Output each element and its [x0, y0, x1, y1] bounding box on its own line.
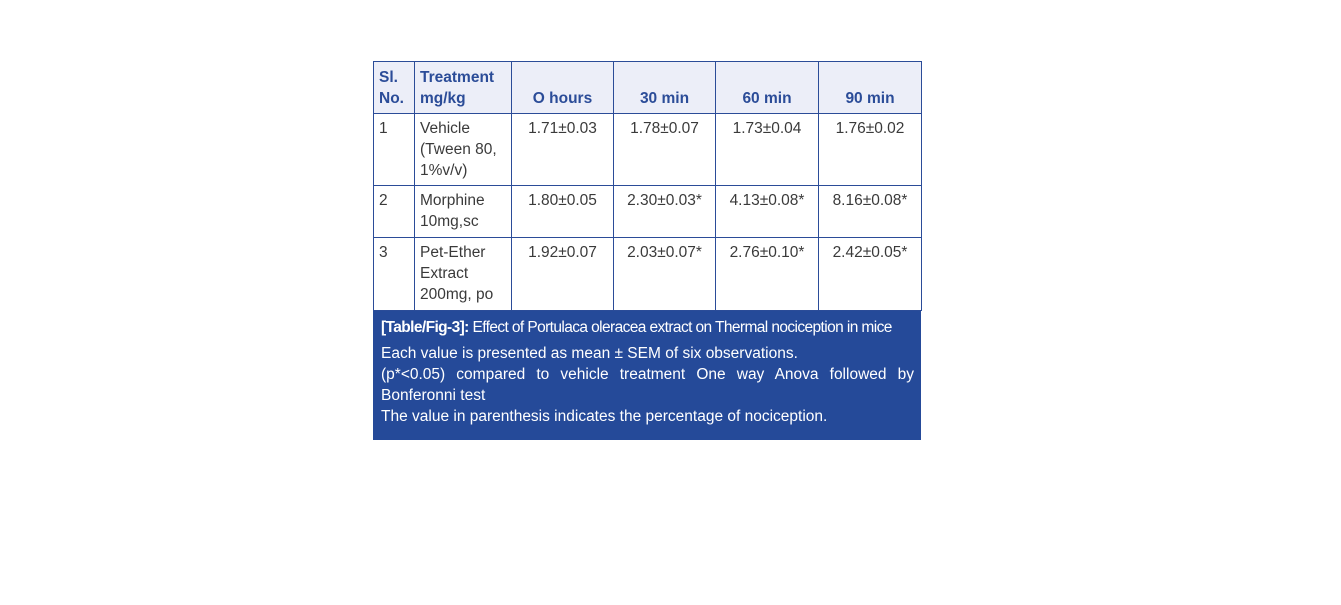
header-0-hours: O hours — [511, 61, 614, 114]
caption-title: [Table/Fig-3]: Effect of Portulaca olera… — [381, 317, 914, 338]
header-30-min: 30 min — [613, 61, 716, 114]
results-table-figure: Sl. No. Treatment mg/kg O hours 30 min 6… — [373, 61, 922, 440]
caption-note: (p*<0.05) compared to vehicle treatment … — [381, 366, 914, 404]
cell: 1.76±0.02 — [818, 113, 922, 186]
cell: Vehicle (Tween 80, 1%v/v) — [414, 113, 512, 186]
cell: 1.92±0.07 — [511, 237, 614, 311]
header-60-min: 60 min — [715, 61, 819, 114]
caption-label: [Table/Fig-3]: — [381, 319, 469, 336]
caption-note: Each value is presented as mean ± SEM of… — [381, 345, 798, 362]
cell: 2.42±0.05* — [818, 237, 922, 311]
cell: 1.71±0.03 — [511, 113, 614, 186]
results-table: Sl. No. Treatment mg/kg O hours 30 min 6… — [373, 61, 922, 311]
caption-title-text: Effect of Portulaca oleracea extract on … — [468, 319, 892, 336]
table-row: 1 Vehicle (Tween 80, 1%v/v) 1.71±0.03 1.… — [373, 113, 922, 186]
cell: 2.76±0.10* — [715, 237, 819, 311]
header-row: Sl. No. Treatment mg/kg O hours 30 min 6… — [373, 61, 922, 114]
caption-note: The value in parenthesis indicates the p… — [381, 408, 828, 425]
cell: 3 — [373, 237, 415, 311]
cell: 2.30±0.03* — [613, 185, 716, 238]
figure-caption: [Table/Fig-3]: Effect of Portulaca olera… — [373, 311, 921, 440]
cell: 8.16±0.08* — [818, 185, 922, 238]
cell: 1.80±0.05 — [511, 185, 614, 238]
header-90-min: 90 min — [818, 61, 922, 114]
cell: Morphine 10mg,sc — [414, 185, 512, 238]
cell: 1.73±0.04 — [715, 113, 819, 186]
cell: Pet-Ether Extract 200mg, po — [414, 237, 512, 311]
cell: 4.13±0.08* — [715, 185, 819, 238]
table-row: 2 Morphine 10mg,sc 1.80±0.05 2.30±0.03* … — [373, 185, 922, 238]
cell: 1.78±0.07 — [613, 113, 716, 186]
header-treatment: Treatment mg/kg — [414, 61, 512, 114]
cell: 2 — [373, 185, 415, 238]
table-row: 3 Pet-Ether Extract 200mg, po 1.92±0.07 … — [373, 237, 922, 311]
cell: 2.03±0.07* — [613, 237, 716, 311]
cell: 1 — [373, 113, 415, 186]
header-sl-no: Sl. No. — [373, 61, 415, 114]
